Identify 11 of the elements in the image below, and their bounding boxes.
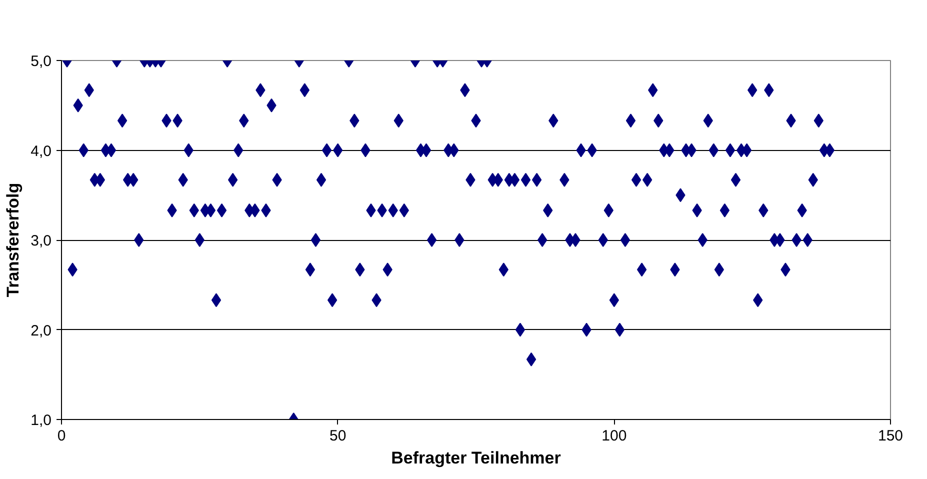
x-axis-title: Befragter Teilnehmer: [391, 448, 562, 468]
x-tick-label: 150: [878, 428, 904, 444]
x-tick-label: 0: [57, 428, 66, 444]
y-tick-label: 2,0: [30, 322, 52, 340]
y-axis-title: Transfererfolg: [4, 182, 23, 298]
x-tick-label: 100: [602, 428, 627, 444]
y-tick-label: 3,0: [30, 232, 52, 250]
y-tick-label: 1,0: [30, 412, 52, 429]
x-tick-label: 50: [329, 428, 346, 444]
y-tick-label: 5,0: [30, 53, 52, 70]
y-tick-label: 4,0: [30, 142, 52, 160]
